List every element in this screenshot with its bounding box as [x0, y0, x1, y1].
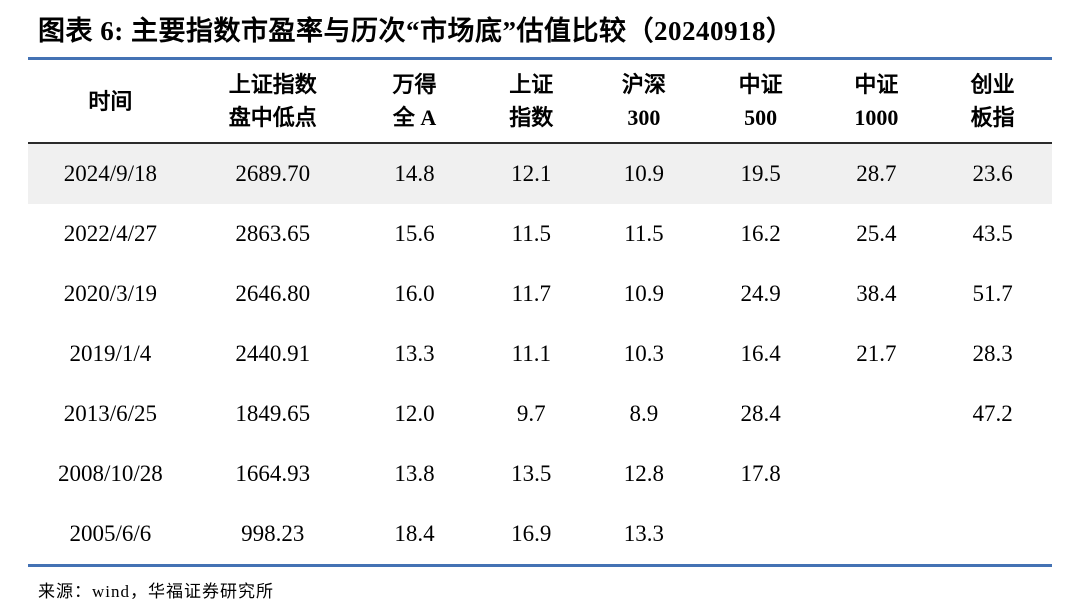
cell-value: 17.8	[740, 461, 781, 486]
cell-value: 16.2	[740, 221, 781, 246]
header-cell-sse-intraday-low: 上证指数 盘中低点	[192, 60, 353, 144]
cell-value	[702, 504, 820, 564]
cell-value: 21.7	[856, 341, 897, 366]
cell-value: 13.3	[394, 341, 435, 366]
cell-value: 12.0	[394, 401, 435, 426]
header-cell-chinext: 创业 板指	[933, 60, 1052, 144]
cell-value: 11.5	[624, 221, 664, 246]
header-cell-csi300: 沪深 300	[586, 60, 702, 144]
cell-value: 12.1	[511, 161, 552, 186]
header-label: 中证	[738, 72, 783, 97]
cell-value: 13.3	[623, 521, 665, 546]
cell-value: 47.2	[972, 401, 1013, 426]
cell-value: 13.8	[394, 461, 435, 486]
header-label: 盘中低点	[228, 105, 317, 130]
header-label: 创业	[970, 72, 1015, 97]
cell-value: 1849.65	[235, 401, 311, 426]
cell-date: 2005/6/6	[69, 521, 152, 546]
header-label: 300	[627, 105, 661, 130]
cell-value: 9.7	[516, 401, 546, 426]
cell-value: 11.7	[511, 281, 551, 306]
cell-value: 38.4	[856, 281, 897, 306]
cell-value: 12.8	[623, 461, 665, 486]
cell-date: 2022/4/27	[63, 221, 158, 246]
cell-value: 19.5	[740, 161, 781, 186]
cell-date: 2013/6/25	[63, 401, 158, 426]
cell-date: 2019/1/4	[69, 341, 152, 366]
table-row: 2008/10/28 1664.93 13.8 13.5 12.8 17.8	[28, 444, 1052, 504]
header-label: 时间	[88, 88, 133, 114]
page-title: 图表 6: 主要指数市盈率与历次“市场底”估值比较（20240918）	[38, 16, 794, 46]
cell-value: 16.4	[740, 341, 781, 366]
header-label: 上证	[509, 72, 554, 97]
cell-value: 28.4	[740, 401, 781, 426]
cell-date: 2008/10/28	[58, 461, 163, 486]
cell-value: 25.4	[856, 221, 897, 246]
header-label: 板指	[970, 105, 1015, 130]
valuation-table: 时间 上证指数 盘中低点 万得 全 A 上证 指数 沪深	[28, 60, 1052, 564]
table-row: 2022/4/27 2863.65 15.6 11.5 11.5 16.2 25…	[28, 204, 1052, 264]
cell-value	[933, 444, 1052, 504]
table-row: 2019/1/4 2440.91 13.3 11.1 10.3 16.4 21.…	[28, 324, 1052, 384]
cell-value: 28.3	[972, 341, 1013, 366]
cell-value: 998.23	[241, 521, 305, 546]
cell-value: 16.0	[394, 281, 435, 306]
table-row: 2020/3/19 2646.80 16.0 11.7 10.9 24.9 38…	[28, 264, 1052, 324]
header-cell-wind-all-a: 万得 全 A	[352, 60, 477, 144]
cell-value: 10.3	[623, 341, 665, 366]
table-row: 2005/6/6 998.23 18.4 16.9 13.3	[28, 504, 1052, 564]
header-label: 500	[744, 105, 778, 130]
header-cell-csi500: 中证 500	[701, 60, 820, 144]
cell-value: 16.9	[511, 521, 552, 546]
cell-value: 14.8	[394, 161, 435, 186]
cell-value: 11.5	[511, 221, 551, 246]
cell-value	[820, 504, 934, 564]
cell-value: 23.6	[972, 161, 1013, 186]
source-note: 来源：wind，华福证券研究所	[38, 582, 274, 601]
cell-value: 2646.80	[235, 281, 311, 306]
header-label: 1000	[854, 105, 899, 130]
header-label: 上证指数	[228, 72, 317, 97]
cell-value: 28.7	[856, 161, 897, 186]
cell-value: 2440.91	[235, 341, 311, 366]
cell-value: 2863.65	[235, 221, 311, 246]
header-label: 指数	[509, 105, 554, 130]
cell-value	[820, 384, 934, 444]
header-label: 全 A	[392, 105, 437, 130]
cell-value	[933, 504, 1052, 564]
header-label: 中证	[854, 72, 899, 97]
table-row: 2013/6/25 1849.65 12.0 9.7 8.9 28.4 47.2	[28, 384, 1052, 444]
cell-value: 15.6	[394, 221, 435, 246]
table-header-row: 时间 上证指数 盘中低点 万得 全 A 上证 指数 沪深	[28, 60, 1052, 144]
cell-date: 2020/3/19	[63, 281, 158, 306]
cell-value: 1664.93	[235, 461, 311, 486]
header-cell-time: 时间	[28, 60, 193, 144]
header-label: 沪深	[621, 72, 666, 97]
cell-value: 24.9	[740, 281, 781, 306]
cell-value: 43.5	[972, 221, 1013, 246]
table-row: 2024/9/18 2689.70 14.8 12.1 10.9 19.5 28…	[28, 143, 1052, 204]
cell-value: 11.1	[511, 341, 551, 366]
cell-value: 13.5	[511, 461, 552, 486]
cell-value: 10.9	[623, 161, 665, 186]
cell-value	[820, 444, 934, 504]
header-label: 万得	[392, 72, 437, 97]
cell-value: 10.9	[623, 281, 665, 306]
valuation-table-container: 时间 上证指数 盘中低点 万得 全 A 上证 指数 沪深	[28, 57, 1052, 567]
cell-value: 8.9	[629, 401, 659, 426]
cell-value: 51.7	[972, 281, 1013, 306]
header-cell-sse-index: 上证 指数	[476, 60, 587, 144]
cell-date: 2024/9/18	[63, 161, 158, 186]
header-cell-csi1000: 中证 1000	[819, 60, 934, 144]
cell-value: 2689.70	[235, 161, 311, 186]
cell-value: 18.4	[394, 521, 435, 546]
